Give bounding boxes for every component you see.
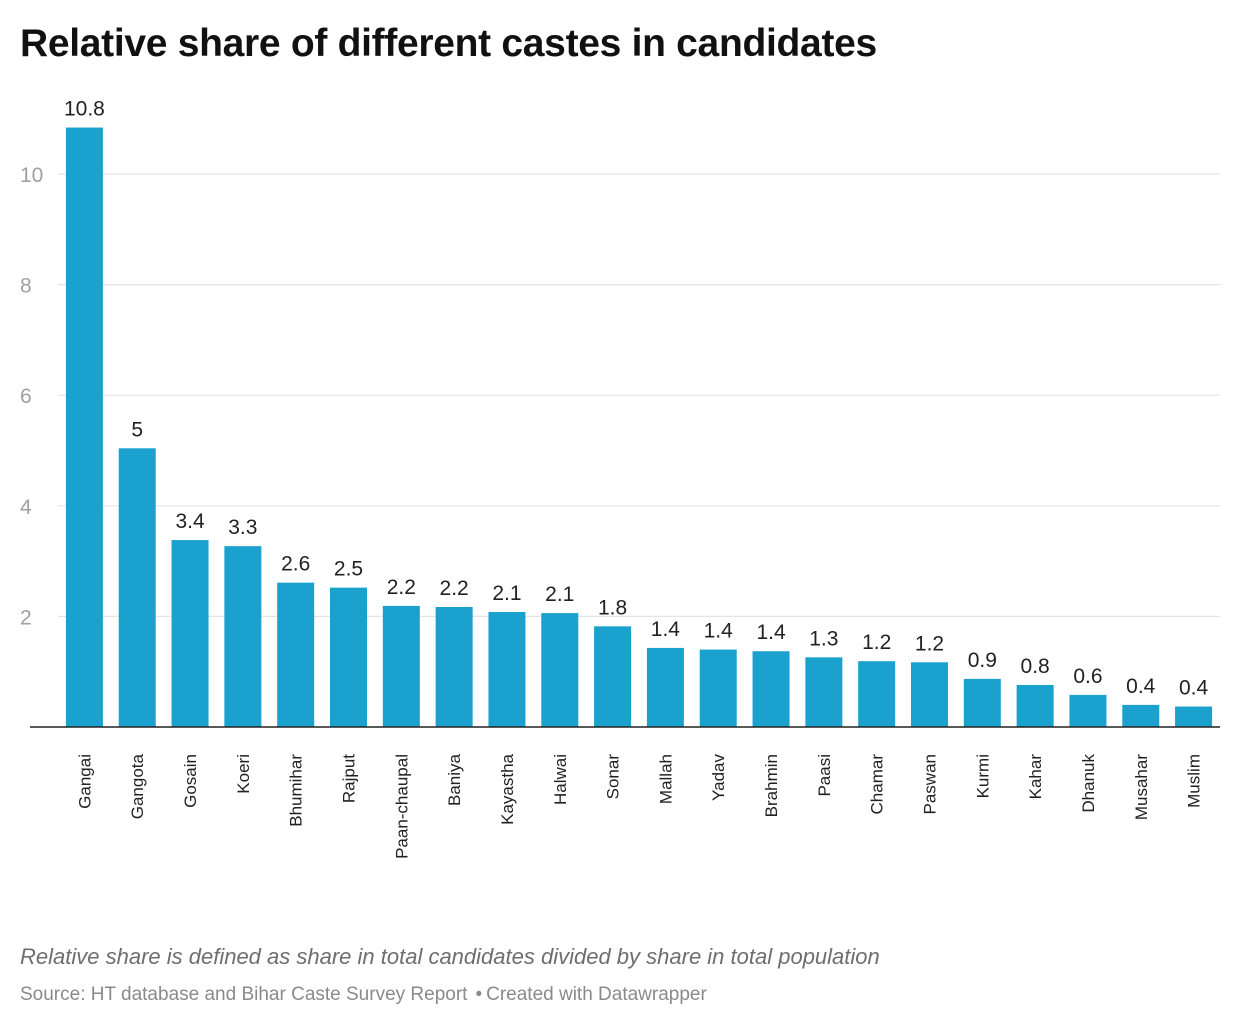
bar-gosain <box>171 540 209 727</box>
value-label-musahar: 0.4 <box>1126 675 1156 698</box>
value-label-paan-chaupal: 2.2 <box>387 576 416 599</box>
category-label-kayastha: Kayastha <box>498 753 517 824</box>
category-label-bhumihar: Bhumihar <box>287 754 306 827</box>
y-tick-label-10: 10 <box>20 164 43 187</box>
bar-kayastha <box>488 611 526 727</box>
bar-kahar <box>1016 684 1054 727</box>
value-label-kahar: 0.8 <box>1021 655 1050 678</box>
category-label-paan-chaupal: Paan-chaupal <box>392 754 411 859</box>
category-label-paasi: Paasi <box>815 754 834 797</box>
bar-bhumihar <box>277 582 315 727</box>
value-label-koeri: 3.3 <box>228 516 257 539</box>
y-tick-label-6: 6 <box>20 385 32 408</box>
category-label-musahar: Musahar <box>1132 754 1151 820</box>
category-label-chamar: Chamar <box>868 754 887 815</box>
value-label-baniya: 2.2 <box>440 577 469 600</box>
value-label-muslim: 0.4 <box>1179 677 1209 700</box>
category-label-gangota: Gangota <box>128 753 147 819</box>
category-label-mallah: Mallah <box>656 754 675 804</box>
category-label-brahmin: Brahmin <box>762 754 781 817</box>
category-label-sonar: Sonar <box>604 754 623 800</box>
value-label-gangota: 5 <box>131 418 143 441</box>
value-label-gosain: 3.4 <box>175 510 205 533</box>
bars <box>65 127 1213 728</box>
chart-notes: Relative share is defined as share in to… <box>20 944 880 969</box>
y-tick-label-4: 4 <box>20 496 32 519</box>
value-label-kurmi: 0.9 <box>968 649 997 672</box>
bar-gangota <box>118 448 156 727</box>
value-label-dhanuk: 0.6 <box>1073 665 1102 688</box>
value-labels: 10.8 5 3.4 3.3 2.6 2.5 2.2 2.2 2.1 2.1 1.8 1.4 1.4 1.… <box>64 98 1209 700</box>
bar-muslim <box>1175 706 1213 727</box>
category-label-kurmi: Kurmi <box>973 754 992 798</box>
value-label-sonar: 1.8 <box>598 596 627 619</box>
value-label-mallah: 1.4 <box>651 618 681 641</box>
category-label-yadav: Yadav <box>709 754 728 801</box>
bar-sonar <box>594 626 632 727</box>
credit-text: Created with Datawrapper <box>486 984 707 1005</box>
bar-rajput <box>330 587 367 727</box>
chart-footer: Source: HT database and Bihar Caste Surv… <box>20 984 707 1006</box>
value-label-kayastha: 2.1 <box>492 582 521 605</box>
value-label-bhumihar: 2.6 <box>281 553 310 576</box>
bar-paswan <box>911 662 948 727</box>
footer-separator: • <box>475 984 483 1005</box>
value-label-chamar: 1.2 <box>862 631 891 654</box>
bar-kurmi <box>963 678 1001 727</box>
bar-musahar <box>1122 704 1160 727</box>
bar-dhanuk <box>1069 694 1107 727</box>
category-label-kahar: Kahar <box>1026 754 1045 800</box>
category-label-baniya: Baniya <box>445 753 464 806</box>
category-label-gosain: Gosain <box>181 754 200 808</box>
category-label-halwai: Halwai <box>551 754 570 805</box>
bar-baniya <box>435 606 473 727</box>
value-label-yadav: 1.4 <box>704 620 734 643</box>
category-label-paswan: Paswan <box>921 754 940 814</box>
bar-yadav <box>699 649 737 727</box>
category-label-dhanuk: Dhanuk <box>1079 754 1098 813</box>
chart-title: Relative share of different castes in ca… <box>20 22 877 65</box>
category-labels: Gangai Gangota Gosain Koeri Bhumihar Rajput Pa… <box>75 753 1203 858</box>
value-label-paswan: 1.2 <box>915 632 944 655</box>
category-label-muslim: Muslim <box>1185 754 1204 808</box>
value-label-brahmin: 1.4 <box>756 621 786 644</box>
category-label-koeri: Koeri <box>234 754 253 794</box>
value-label-paasi: 1.3 <box>809 627 838 650</box>
bar-koeri <box>224 546 262 727</box>
bar-mallah <box>646 647 684 727</box>
value-label-gangai: 10.8 <box>64 98 105 121</box>
category-label-gangai: Gangai <box>75 754 94 809</box>
bar-gangai <box>65 127 103 728</box>
value-label-rajput: 2.5 <box>334 558 363 581</box>
category-label-rajput: Rajput <box>340 754 359 803</box>
bar-chamar <box>858 661 896 727</box>
bar-paasi <box>805 657 843 727</box>
y-tick-label-8: 8 <box>20 275 32 298</box>
bar-brahmin <box>752 651 790 727</box>
value-label-halwai: 2.1 <box>545 583 574 606</box>
bar-halwai <box>541 613 579 727</box>
bar-paan-chaupal <box>382 605 420 727</box>
source-text: Source: HT database and Bihar Caste Surv… <box>20 984 468 1005</box>
y-tick-label-2: 2 <box>20 606 32 629</box>
